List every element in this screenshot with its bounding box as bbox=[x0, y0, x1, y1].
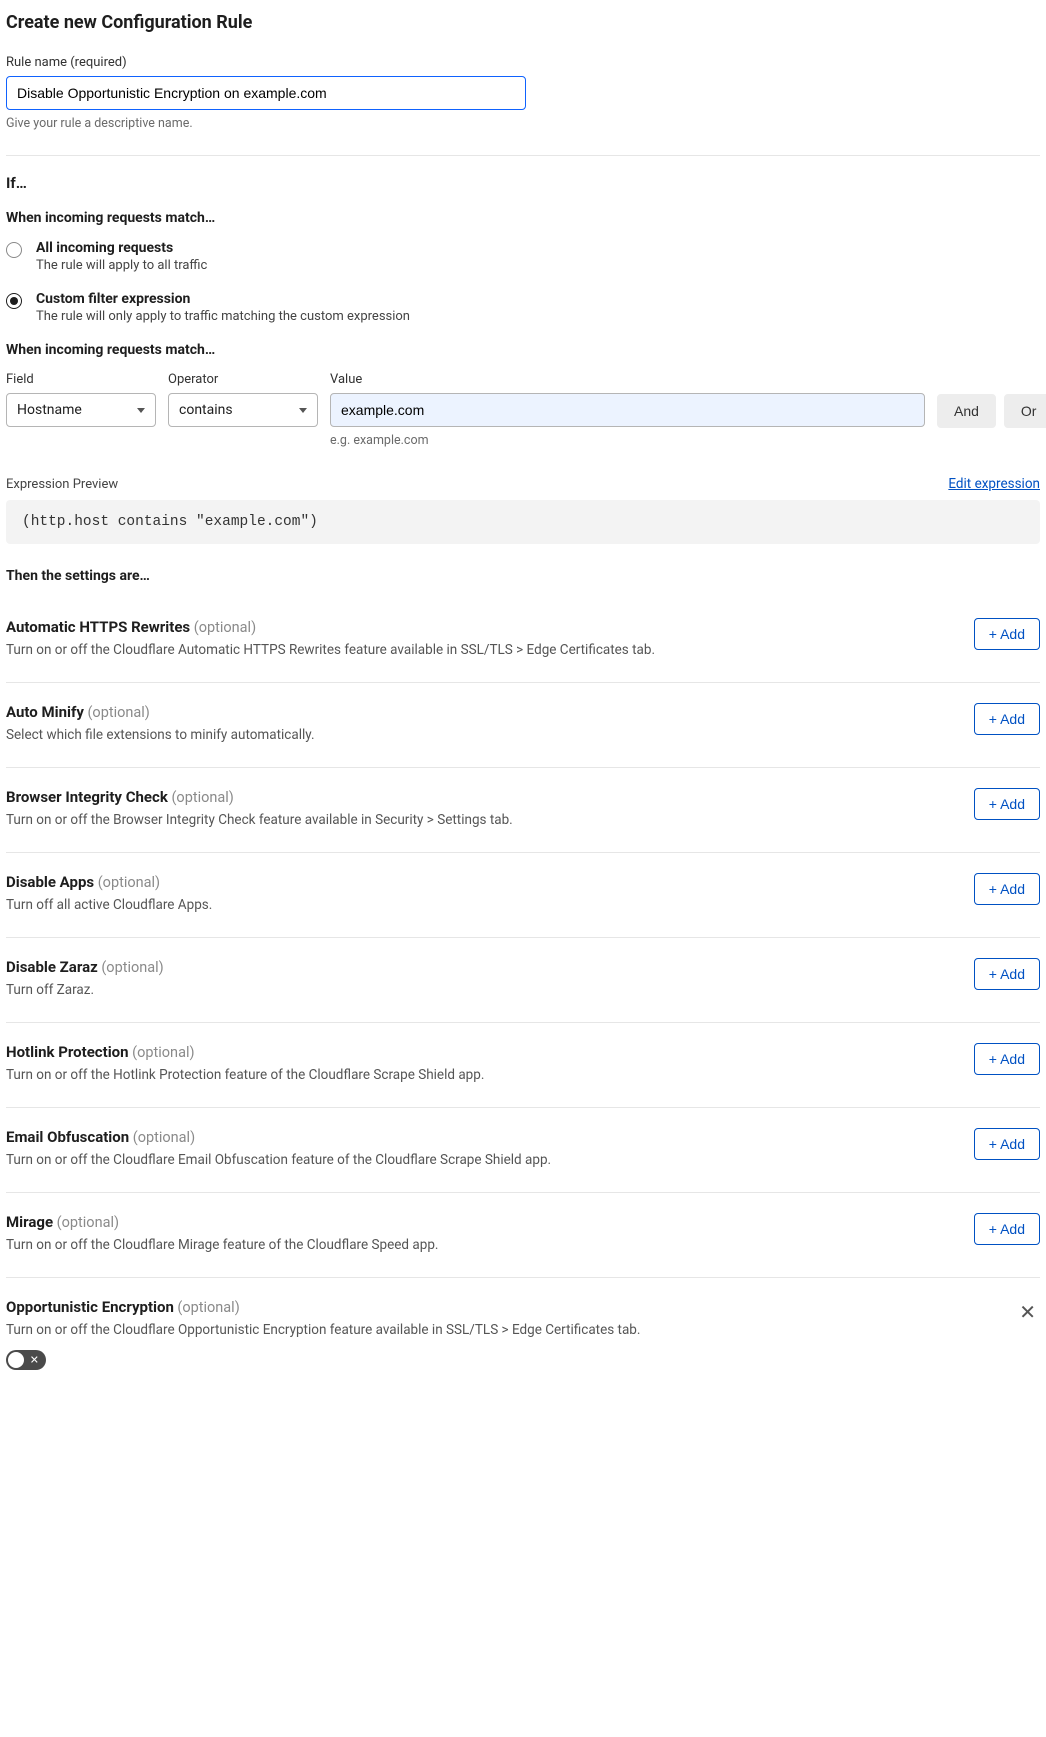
opportunistic-encryption-toggle[interactable]: ✕ bbox=[6, 1350, 46, 1370]
add-setting-button[interactable]: + Add bbox=[974, 958, 1040, 990]
chevron-down-icon bbox=[137, 408, 145, 413]
remove-setting-button[interactable]: ✕ bbox=[1015, 1298, 1040, 1326]
field-select[interactable]: Hostname bbox=[6, 393, 156, 427]
setting-desc: Turn on or off the Cloudflare Opportunis… bbox=[6, 1322, 640, 1338]
setting-row: Email Obfuscation (optional) Turn on or o… bbox=[6, 1108, 1040, 1193]
setting-title: Auto Minify bbox=[6, 703, 84, 721]
rule-name-input[interactable] bbox=[6, 76, 526, 110]
setting-desc: Turn on or off the Cloudflare Mirage fea… bbox=[6, 1237, 438, 1253]
value-input[interactable] bbox=[330, 393, 925, 427]
setting-desc: Turn off Zaraz. bbox=[6, 982, 164, 998]
chevron-down-icon bbox=[299, 408, 307, 413]
setting-desc: Turn on or off the Hotlink Protection fe… bbox=[6, 1067, 484, 1083]
and-button[interactable]: And bbox=[937, 394, 996, 428]
field-label: Field bbox=[6, 372, 156, 387]
radio-custom-desc: The rule will only apply to traffic matc… bbox=[36, 309, 410, 324]
rule-name-helper: Give your rule a descriptive name. bbox=[6, 116, 1040, 131]
setting-title: Automatic HTTPS Rewrites bbox=[6, 618, 190, 636]
setting-title: Disable Zaraz bbox=[6, 958, 98, 976]
radio-custom-title: Custom filter expression bbox=[36, 291, 410, 307]
radio-custom-filter[interactable]: Custom filter expression The rule will o… bbox=[6, 291, 1040, 324]
radio-icon bbox=[6, 293, 22, 309]
setting-row: Disable Zaraz (optional) Turn off Zaraz. +… bbox=[6, 938, 1040, 1023]
or-button[interactable]: Or bbox=[1004, 394, 1046, 428]
add-setting-button[interactable]: + Add bbox=[974, 873, 1040, 905]
radio-icon bbox=[6, 242, 22, 258]
radio-all-title: All incoming requests bbox=[36, 240, 207, 256]
edit-expression-link[interactable]: Edit expression bbox=[948, 476, 1040, 492]
optional-label: (optional) bbox=[53, 1214, 119, 1231]
radio-all-incoming[interactable]: All incoming requests The rule will appl… bbox=[6, 240, 1040, 273]
setting-row: Hotlink Protection (optional) Turn on or … bbox=[6, 1023, 1040, 1108]
match-heading: When incoming requests match… bbox=[6, 210, 1040, 226]
field-select-value: Hostname bbox=[17, 402, 82, 418]
optional-label: (optional) bbox=[190, 619, 256, 636]
if-heading: If… bbox=[6, 174, 1040, 192]
operator-label: Operator bbox=[168, 372, 318, 387]
radio-all-desc: The rule will apply to all traffic bbox=[36, 258, 207, 273]
optional-label: (optional) bbox=[98, 959, 164, 976]
page-title: Create new Configuration Rule bbox=[6, 12, 1040, 33]
optional-label: (optional) bbox=[84, 704, 150, 721]
value-helper: e.g. example.com bbox=[330, 433, 925, 448]
setting-desc: Select which file extensions to minify a… bbox=[6, 727, 315, 743]
add-setting-button[interactable]: + Add bbox=[974, 1043, 1040, 1075]
setting-row: Disable Apps (optional) Turn off all acti… bbox=[6, 853, 1040, 938]
optional-label: (optional) bbox=[168, 789, 234, 806]
add-setting-button[interactable]: + Add bbox=[974, 788, 1040, 820]
divider bbox=[6, 155, 1040, 156]
optional-label: (optional) bbox=[129, 1129, 195, 1146]
rule-name-field: Rule name (required) Give your rule a de… bbox=[6, 55, 1040, 131]
expression-builder-row: Field Hostname Operator contains Value e… bbox=[6, 372, 1040, 448]
setting-title: Opportunistic Encryption bbox=[6, 1298, 174, 1316]
close-icon: ✕ bbox=[30, 1355, 39, 1366]
setting-row: Automatic HTTPS Rewrites (optional) Turn … bbox=[6, 598, 1040, 683]
setting-title: Mirage bbox=[6, 1213, 53, 1231]
match-heading-2: When incoming requests match… bbox=[6, 342, 1040, 358]
setting-title: Browser Integrity Check bbox=[6, 788, 168, 806]
optional-label: (optional) bbox=[177, 1299, 239, 1316]
setting-desc: Turn off all active Cloudflare Apps. bbox=[6, 897, 212, 913]
setting-row: Browser Integrity Check (optional) Turn o… bbox=[6, 768, 1040, 853]
setting-row: Auto Minify (optional) Select which file … bbox=[6, 683, 1040, 768]
value-label: Value bbox=[330, 372, 925, 387]
rule-name-label: Rule name (required) bbox=[6, 55, 1040, 70]
expression-preview-header: Expression Preview Edit expression bbox=[6, 476, 1040, 492]
add-setting-button[interactable]: + Add bbox=[974, 1128, 1040, 1160]
setting-row: Mirage (optional) Turn on or off the Clou… bbox=[6, 1193, 1040, 1278]
add-setting-button[interactable]: + Add bbox=[974, 703, 1040, 735]
add-setting-button[interactable]: + Add bbox=[974, 1213, 1040, 1245]
expression-preview-label: Expression Preview bbox=[6, 477, 118, 492]
setting-title: Hotlink Protection bbox=[6, 1043, 129, 1061]
setting-desc: Turn on or off the Cloudflare Automatic … bbox=[6, 642, 655, 658]
setting-desc: Turn on or off the Browser Integrity Che… bbox=[6, 812, 513, 828]
add-setting-button[interactable]: + Add bbox=[974, 618, 1040, 650]
setting-title: Email Obfuscation bbox=[6, 1128, 129, 1146]
setting-opportunistic-encryption: Opportunistic Encryption (optional) Turn… bbox=[6, 1278, 1040, 1394]
operator-select[interactable]: contains bbox=[168, 393, 318, 427]
toggle-knob bbox=[8, 1352, 24, 1368]
setting-desc: Turn on or off the Cloudflare Email Obfu… bbox=[6, 1152, 551, 1168]
setting-title: Disable Apps bbox=[6, 873, 94, 891]
operator-select-value: contains bbox=[179, 402, 233, 418]
then-heading: Then the settings are… bbox=[6, 568, 1040, 584]
optional-label: (optional) bbox=[94, 874, 160, 891]
optional-label: (optional) bbox=[129, 1044, 195, 1061]
expression-preview-code: (http.host contains "example.com") bbox=[6, 500, 1040, 544]
